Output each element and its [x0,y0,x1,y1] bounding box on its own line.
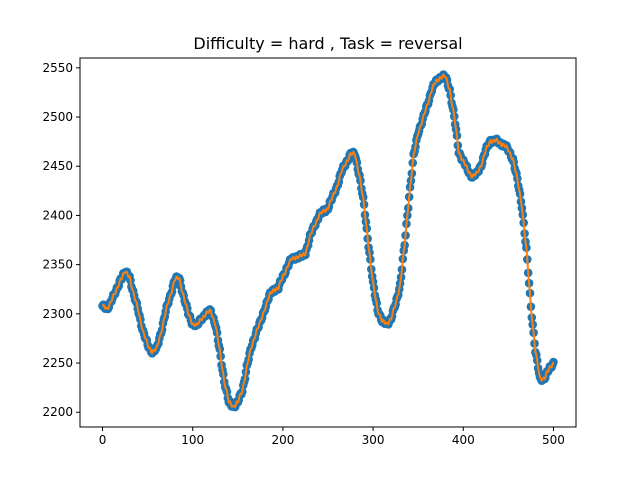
x-tick-label: 200 [271,433,294,447]
x-tick-label: 400 [452,433,475,447]
y-axis-ticks: 2200 2250 2300 2350 2400 2450 2500 2550 [42,61,80,419]
y-tick-label: 2550 [42,61,73,75]
x-tick-label: 0 [99,433,107,447]
x-tick-label: 100 [181,433,204,447]
y-tick-label: 2500 [42,110,73,124]
series-line [101,73,555,409]
plot-area-frame [79,57,577,428]
x-axis-ticks: 0 100 200 300 400 500 [99,427,565,447]
y-tick-label: 2200 [42,405,73,419]
y-tick-label: 2450 [42,159,73,173]
x-tick-label: 300 [362,433,385,447]
y-tick-label: 2350 [42,258,73,272]
x-tick-label: 500 [542,433,565,447]
chart-title: Difficulty = hard , Task = reversal [193,34,462,53]
y-tick-label: 2400 [42,208,73,222]
y-tick-label: 2250 [42,356,73,370]
y-tick-label: 2300 [42,307,73,321]
